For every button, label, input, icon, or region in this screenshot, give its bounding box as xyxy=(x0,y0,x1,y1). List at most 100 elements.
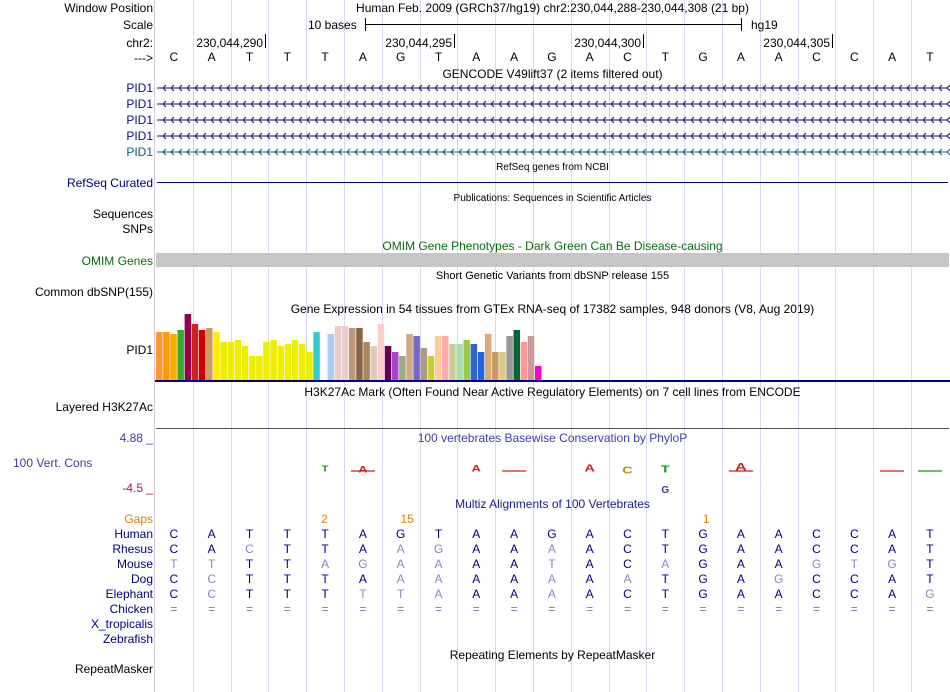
gtex-bar[interactable] xyxy=(534,366,542,380)
gtex-bar[interactable] xyxy=(227,342,235,380)
species-label[interactable]: Human xyxy=(114,527,153,541)
gtex-bar[interactable] xyxy=(427,356,435,380)
gtex-label[interactable]: PID1 xyxy=(126,343,153,357)
refseq-transcript-line[interactable] xyxy=(157,182,948,183)
species-label[interactable]: Dog xyxy=(130,572,153,586)
strand-arrow-mark xyxy=(218,132,223,140)
strand-arrow-mark xyxy=(346,148,351,156)
gtex-bar[interactable] xyxy=(449,344,456,380)
gtex-bar[interactable] xyxy=(170,334,177,380)
omim-gene-bar[interactable] xyxy=(156,253,949,267)
gtex-bar[interactable] xyxy=(270,340,277,380)
gtex-bar[interactable] xyxy=(363,342,370,380)
gtex-bar[interactable] xyxy=(520,342,528,380)
gtex-bar[interactable] xyxy=(420,348,428,380)
gtex-bar[interactable] xyxy=(413,336,420,380)
gencode-transcript-label[interactable]: PID1 xyxy=(126,97,153,111)
species-label[interactable]: Zebrafish xyxy=(102,632,153,646)
strand-arrow-mark xyxy=(498,116,503,124)
gtex-bar[interactable] xyxy=(470,344,478,380)
gtex-bar[interactable] xyxy=(456,344,463,380)
strand-arrow-mark xyxy=(402,116,407,124)
gtex-bar[interactable] xyxy=(384,346,392,380)
cons-logo-track[interactable]: T A A A C T A G xyxy=(155,448,950,498)
aligned-base: A xyxy=(774,557,783,571)
gtex-bar[interactable] xyxy=(313,332,320,380)
strand-arrow-mark xyxy=(410,100,415,108)
strand-arrow-mark xyxy=(842,84,847,92)
gtex-bar[interactable] xyxy=(334,326,342,380)
strand-arrow-mark xyxy=(346,132,351,140)
gtex-bar[interactable] xyxy=(234,340,242,380)
gtex-bar[interactable] xyxy=(370,346,378,380)
gtex-bar[interactable] xyxy=(327,334,335,380)
gtex-bar[interactable] xyxy=(391,352,399,380)
gtex-bar[interactable] xyxy=(177,330,184,380)
gtex-bar[interactable] xyxy=(306,352,313,380)
gtex-bar[interactable] xyxy=(377,324,385,380)
publications-sequences-label[interactable]: Sequences xyxy=(92,207,153,221)
h3k27ac-label[interactable]: Layered H3K27Ac xyxy=(55,400,153,414)
gtex-bar[interactable] xyxy=(513,330,521,380)
gtex-bar[interactable] xyxy=(213,332,220,380)
gtex-bar[interactable] xyxy=(499,352,506,380)
refseq-label[interactable]: RefSeq Curated xyxy=(66,176,153,190)
strand-arrow-mark xyxy=(874,116,879,124)
gtex-bar[interactable] xyxy=(299,344,306,380)
gtex-bar[interactable] xyxy=(198,330,206,380)
strand-arrow-mark xyxy=(258,100,263,108)
gtex-bar-chart[interactable] xyxy=(155,314,950,384)
strand-arrow-mark xyxy=(410,132,415,140)
species-label[interactable]: Elephant xyxy=(105,587,153,601)
species-label[interactable]: X_tropicalis xyxy=(90,617,153,631)
gtex-bar[interactable] xyxy=(291,340,299,380)
gencode-transcript-label[interactable]: PID1 xyxy=(126,129,153,143)
gtex-bar[interactable] xyxy=(156,332,163,380)
publications-snps-label[interactable]: SNPs xyxy=(122,222,153,236)
gencode-transcript-label[interactable]: PID1 xyxy=(126,113,153,127)
cons-label[interactable]: 100 Vert. Cons xyxy=(13,456,93,470)
strand-arrow-mark xyxy=(642,84,647,92)
gtex-bar[interactable] xyxy=(442,336,449,380)
gtex-bar[interactable] xyxy=(506,336,513,380)
gtex-bar[interactable] xyxy=(341,326,349,380)
gtex-bar[interactable] xyxy=(434,336,442,380)
gencode-transcripts[interactable] xyxy=(155,80,950,160)
strand-arrow-mark xyxy=(946,84,950,92)
gtex-bar[interactable] xyxy=(248,356,256,380)
repeatmasker-label[interactable]: RepeatMasker xyxy=(74,662,153,676)
gtex-bar[interactable] xyxy=(284,344,292,380)
dbsnp-label[interactable]: Common dbSNP(155) xyxy=(34,285,153,299)
gtex-bar[interactable] xyxy=(399,356,406,380)
gtex-bar[interactable] xyxy=(163,332,170,380)
gtex-bar[interactable] xyxy=(406,334,413,380)
ruler-tick xyxy=(454,34,455,48)
gtex-bar[interactable] xyxy=(484,334,492,380)
species-label[interactable]: Mouse xyxy=(116,557,153,571)
gtex-bar[interactable] xyxy=(191,324,199,380)
gtex-bar[interactable] xyxy=(477,352,485,380)
gtex-bar[interactable] xyxy=(256,356,263,380)
gtex-bar[interactable] xyxy=(463,340,470,380)
strand-arrow-mark xyxy=(498,148,503,156)
gtex-bar[interactable] xyxy=(277,346,285,380)
gtex-bar[interactable] xyxy=(241,346,249,380)
gtex-bar[interactable] xyxy=(220,342,227,380)
aligned-base: T xyxy=(926,542,934,556)
gtex-bar[interactable] xyxy=(206,328,213,380)
gtex-bar[interactable] xyxy=(184,314,192,380)
omim-label[interactable]: OMIM Genes xyxy=(81,254,153,268)
gencode-transcript-label[interactable]: PID1 xyxy=(126,81,153,95)
gtex-bar[interactable] xyxy=(492,352,499,380)
species-label[interactable]: Chicken xyxy=(109,602,153,616)
gtex-bar[interactable] xyxy=(527,336,535,380)
aligned-base: C xyxy=(245,542,254,556)
strand-arrow-mark xyxy=(554,148,559,156)
species-label[interactable]: Rhesus xyxy=(112,542,153,556)
gtex-bar[interactable] xyxy=(349,328,356,380)
strand-arrow-mark xyxy=(250,84,255,92)
strand-arrow-mark xyxy=(826,84,831,92)
gtex-bar[interactable] xyxy=(263,342,270,380)
gencode-transcript-label[interactable]: PID1 xyxy=(126,145,153,159)
gtex-bar[interactable] xyxy=(356,328,363,380)
